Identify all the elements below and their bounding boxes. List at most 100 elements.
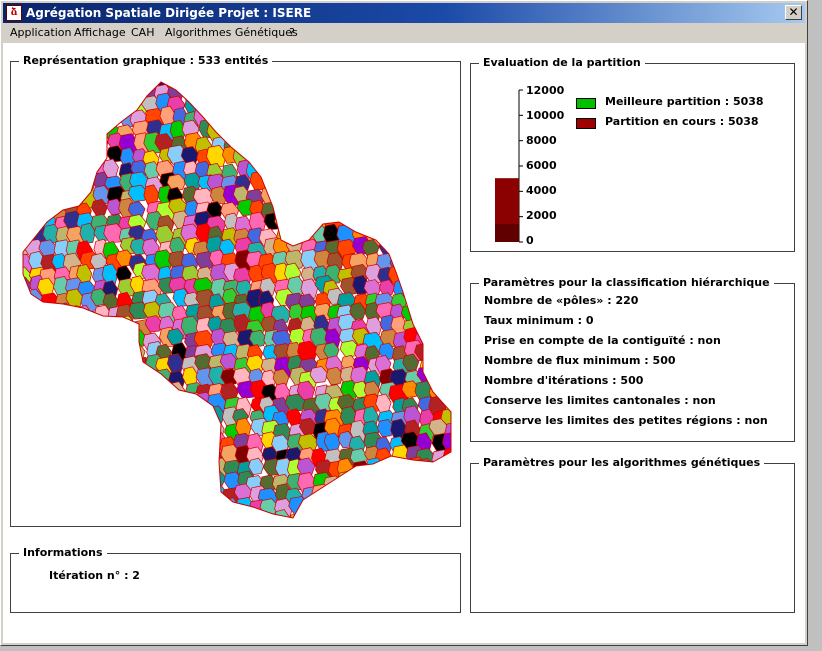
map-region xyxy=(362,131,384,150)
map-region xyxy=(367,497,388,518)
map-region xyxy=(341,133,362,154)
map-region xyxy=(146,405,166,425)
map-region xyxy=(154,82,173,88)
menu-bar: Application Affichage CAH Algorithmes Gé… xyxy=(3,24,805,42)
map-region xyxy=(193,423,212,441)
map-region xyxy=(403,199,421,220)
map-region xyxy=(142,419,163,440)
map-region xyxy=(246,354,266,373)
param-poles: Nombre de «pôles» : 220 xyxy=(484,294,639,307)
map-region xyxy=(444,240,451,263)
title-bar[interactable]: ձ Agrégation Spatiale Dirigée Projet : I… xyxy=(3,3,805,23)
map-region xyxy=(224,84,243,102)
map-region xyxy=(67,174,85,192)
map-region xyxy=(260,149,278,167)
map-region xyxy=(195,473,218,496)
map-region xyxy=(23,355,34,377)
menu-affichage[interactable]: Affichage xyxy=(74,26,126,39)
map-region xyxy=(285,119,304,143)
map-region xyxy=(37,118,58,136)
map-region xyxy=(166,173,187,191)
map-region xyxy=(456,203,460,219)
map-region xyxy=(429,82,447,92)
map-region xyxy=(184,496,203,516)
map-region xyxy=(377,82,396,94)
menu-cah[interactable]: CAH xyxy=(131,26,155,39)
informations-title: Informations xyxy=(19,546,107,559)
map-region xyxy=(391,487,411,510)
map-region xyxy=(52,173,74,195)
map-region xyxy=(432,475,451,498)
menu-help[interactable]: ? xyxy=(289,26,295,39)
menu-algorithmes-genetiques[interactable]: Algorithmes Génétiques xyxy=(165,26,298,39)
map-region xyxy=(140,462,161,484)
map-region xyxy=(103,434,125,457)
map-region xyxy=(248,457,265,475)
map-region xyxy=(65,369,82,391)
map-region xyxy=(27,485,46,503)
map-region xyxy=(37,304,56,322)
map-region xyxy=(427,110,446,132)
map-region xyxy=(117,457,139,479)
map-region xyxy=(132,82,151,90)
map-region xyxy=(327,172,345,195)
map-region xyxy=(27,331,48,352)
map-region xyxy=(101,263,119,286)
map-region xyxy=(454,331,460,347)
map-region xyxy=(76,384,93,407)
map-region xyxy=(93,369,110,386)
map-region xyxy=(340,82,359,100)
best-partition-label: Meilleure partition : 5038 xyxy=(605,95,764,108)
map-region xyxy=(51,124,72,142)
map-region xyxy=(365,119,388,138)
map-region xyxy=(194,82,212,103)
map-region xyxy=(415,264,433,285)
map-region xyxy=(132,447,153,467)
map-region xyxy=(64,329,82,351)
map-region xyxy=(130,483,147,506)
map-region xyxy=(388,132,409,156)
map-region xyxy=(286,408,303,426)
menu-application[interactable]: Application xyxy=(10,26,72,39)
map-region xyxy=(23,111,32,132)
region-map[interactable] xyxy=(11,62,460,526)
map-region xyxy=(235,94,255,112)
map-region xyxy=(102,331,122,350)
map-region xyxy=(457,498,460,518)
map-region xyxy=(431,275,451,294)
map-region xyxy=(27,495,47,515)
app-icon[interactable]: ձ xyxy=(6,5,22,21)
map-region xyxy=(351,495,371,514)
map-region xyxy=(197,499,219,518)
map-region xyxy=(89,446,110,466)
map-region xyxy=(142,446,162,467)
map-region xyxy=(66,149,87,170)
close-button[interactable]: ✕ xyxy=(785,5,802,20)
map-region xyxy=(91,331,109,353)
map-region xyxy=(51,499,69,518)
map-region xyxy=(116,395,136,415)
tick-label: 10000 xyxy=(526,109,565,122)
map-region xyxy=(297,123,316,140)
map-region xyxy=(248,135,266,154)
map-region xyxy=(440,291,451,310)
map-region xyxy=(364,171,383,190)
map-region xyxy=(445,316,451,335)
map-region xyxy=(24,160,45,181)
map-region xyxy=(208,108,229,127)
map-region xyxy=(234,131,252,154)
map-region xyxy=(377,183,397,203)
map-region xyxy=(457,211,460,228)
map-region xyxy=(455,84,460,104)
map-region xyxy=(349,302,367,321)
map-region xyxy=(127,418,145,440)
map-region xyxy=(25,421,42,441)
map-region xyxy=(91,198,108,216)
map-region xyxy=(197,82,215,89)
map-region xyxy=(454,409,460,430)
map-region xyxy=(80,471,101,489)
map-region xyxy=(103,84,121,107)
map-region xyxy=(416,215,434,235)
map-region xyxy=(377,459,394,478)
map-region xyxy=(340,110,361,132)
